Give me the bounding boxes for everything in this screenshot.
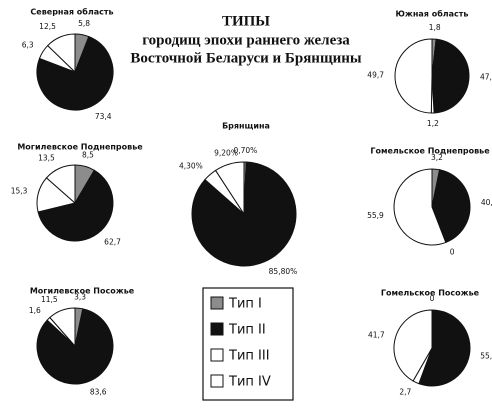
pie-slice bbox=[418, 309, 471, 387]
value-label: 9,20% bbox=[214, 149, 238, 158]
pie-title: Гомельское Поднепровье bbox=[370, 147, 490, 156]
value-label: 55,6 bbox=[480, 352, 492, 361]
pie-slice bbox=[393, 309, 433, 382]
value-label: 6,3 bbox=[22, 41, 34, 50]
value-label: 85,80% bbox=[269, 267, 298, 276]
value-label: 49,7 bbox=[367, 71, 384, 80]
value-label: 83,6 bbox=[90, 388, 107, 397]
pie-title: Могилевское Поднепровье bbox=[17, 143, 143, 152]
legend-label: Тип IV bbox=[228, 375, 271, 390]
legend-label: Тип III bbox=[228, 349, 270, 364]
pie-slice bbox=[431, 38, 470, 114]
pie-title: Брянщина bbox=[222, 122, 270, 131]
value-label: 8,5 bbox=[82, 151, 94, 160]
legend-label: Тип II bbox=[228, 323, 266, 338]
value-label: 13,5 bbox=[38, 153, 55, 162]
value-label: 0 bbox=[430, 294, 435, 303]
value-label: 5,8 bbox=[78, 19, 90, 28]
pie-slice bbox=[394, 38, 433, 114]
value-label: 1,6 bbox=[29, 306, 41, 315]
value-label: 0 bbox=[450, 248, 455, 257]
value-label: 41,7 bbox=[368, 330, 385, 339]
pie-title: Южная область bbox=[396, 9, 469, 19]
value-label: 55,9 bbox=[367, 211, 384, 220]
legend-label: Тип I bbox=[228, 297, 262, 312]
pie-slice bbox=[45, 164, 76, 205]
value-label: 0,70% bbox=[233, 146, 257, 155]
value-label: 73,4 bbox=[95, 112, 112, 121]
title-line: Восточной Беларуси и Брянщины bbox=[130, 50, 362, 66]
value-label: 15,3 bbox=[11, 186, 28, 195]
legend-swatch bbox=[210, 296, 224, 310]
pie-slice bbox=[431, 169, 471, 244]
value-label: 2,7 bbox=[399, 387, 411, 396]
value-label: 47,3 bbox=[480, 72, 492, 81]
value-label: 3,3 bbox=[74, 292, 86, 301]
legend-swatch bbox=[210, 348, 224, 362]
pie-title: Северная область bbox=[30, 7, 113, 17]
title-line: ТИПЫ bbox=[222, 13, 270, 29]
pie-title: Гомельское Посожье bbox=[381, 289, 480, 298]
value-label: 1,8 bbox=[429, 23, 441, 32]
legend-swatch bbox=[210, 322, 224, 336]
pie-slice bbox=[393, 168, 447, 246]
legend-swatch bbox=[210, 374, 224, 388]
title-line: городищ эпохи раннего железа bbox=[142, 32, 350, 48]
pie-title: Могилевское Посожье bbox=[30, 287, 135, 296]
value-label: 3,2 bbox=[431, 153, 443, 162]
value-label: 40,9 bbox=[481, 198, 492, 207]
value-label: 12,5 bbox=[39, 22, 56, 31]
value-label: 4,30% bbox=[179, 161, 203, 170]
value-label: 62,7 bbox=[104, 237, 121, 246]
value-label: 1,2 bbox=[427, 119, 439, 128]
pie-slice bbox=[214, 161, 245, 216]
pie-slice bbox=[37, 169, 114, 242]
pie-slice bbox=[36, 35, 114, 111]
value-label: 11,5 bbox=[41, 295, 58, 304]
pie-slice bbox=[46, 33, 76, 74]
pie-slice bbox=[49, 307, 76, 348]
